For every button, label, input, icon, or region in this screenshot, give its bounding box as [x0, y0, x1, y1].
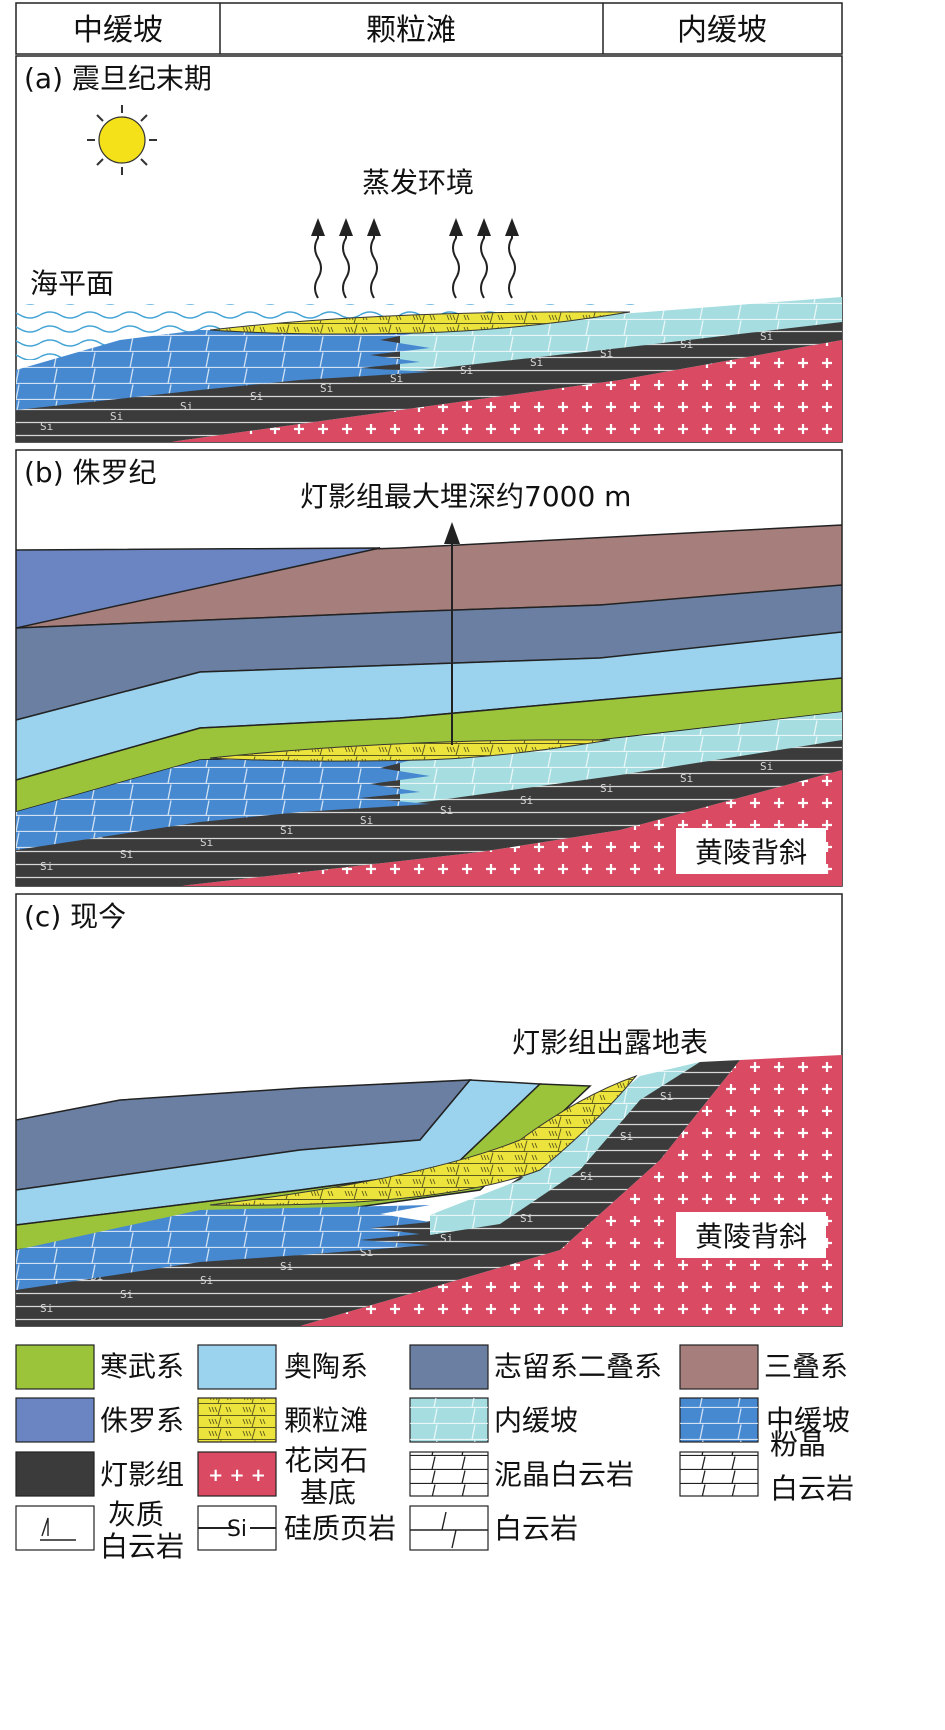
legend-item-siliceous-shale: Si 硅质页岩 [197, 1505, 396, 1551]
svg-text:Si: Si [520, 1212, 533, 1225]
svg-text:白云岩: 白云岩 [770, 1472, 854, 1505]
svg-text:奥陶系: 奥陶系 [284, 1350, 368, 1383]
legend-item-jurassic: 侏罗系 [15, 1397, 184, 1443]
zone-label-middle-ramp: 中缓坡 [73, 13, 163, 48]
panel-b-label: (b) 侏罗纪 [24, 456, 157, 489]
evaporation-arrows [314, 232, 516, 299]
svg-text:寒武系: 寒武系 [100, 1350, 184, 1383]
svg-text:三叠系: 三叠系 [764, 1350, 848, 1383]
svg-text:Si: Si [227, 1517, 247, 1542]
panel-c-label: (c) 现今 [24, 900, 126, 933]
svg-text:Si: Si [600, 782, 613, 795]
svg-text:泥晶白云岩: 泥晶白云岩 [494, 1458, 634, 1491]
svg-text:侏罗系: 侏罗系 [100, 1404, 184, 1437]
svg-text:颗粒滩: 颗粒滩 [284, 1404, 368, 1437]
svg-text:Si: Si [660, 1090, 673, 1103]
legend-item-granite: + + + 花岗石 基底 [197, 1444, 368, 1509]
svg-text:Si: Si [40, 860, 53, 873]
legend-item-silty-dolomite: 粉晶 白云岩 [679, 1428, 854, 1505]
legend-item-ordovician: 奥陶系 [197, 1344, 368, 1390]
svg-text:+ + +: + + + [208, 1465, 266, 1486]
svg-text:Si: Si [110, 410, 123, 423]
sea-level-label: 海平面 [30, 267, 114, 300]
svg-text:Si: Si [250, 390, 263, 403]
burial-arrowhead [444, 522, 460, 544]
anticline-label: 黄陵背斜 [695, 1220, 807, 1253]
svg-text:Si: Si [440, 1232, 453, 1245]
legend-item-micritic-dolomite: 泥晶白云岩 [409, 1451, 634, 1497]
legend: 寒武系 奥陶系 志留系二叠系 三叠系 侏罗系 颗粒滩 内缓坡 [15, 1344, 854, 1563]
svg-text:Si: Si [390, 372, 403, 385]
svg-text:白云岩: 白云岩 [494, 1512, 578, 1545]
svg-text:Si: Si [320, 382, 333, 395]
legend-item-middle-ramp: 中缓坡 [679, 1397, 850, 1443]
anticline-label: 黄陵背斜 [695, 836, 807, 869]
outcrop-label: 灯影组出露地表 [512, 1026, 708, 1059]
svg-text:Si: Si [120, 1288, 133, 1301]
legend-item-silurian-permian: 志留系二叠系 [409, 1344, 662, 1390]
svg-text:Si: Si [200, 836, 213, 849]
svg-text:基底: 基底 [300, 1476, 356, 1509]
svg-text:Si: Si [620, 1130, 633, 1143]
svg-text:粉晶: 粉晶 [770, 1428, 826, 1461]
svg-text:Si: Si [280, 1260, 293, 1273]
zone-header: 中缓坡 颗粒滩 内缓坡 [15, 2, 843, 55]
svg-text:灰质: 灰质 [108, 1498, 164, 1531]
svg-text:Si: Si [520, 794, 533, 807]
svg-text:灯影组: 灯影组 [100, 1458, 184, 1491]
svg-text:Si: Si [680, 772, 693, 785]
anticline-label-box [676, 828, 826, 874]
svg-text:Si: Si [580, 1170, 593, 1183]
svg-text:Si: Si [120, 848, 133, 861]
legend-item-dengying: 灯影组 [15, 1451, 184, 1497]
legend-item-triassic: 三叠系 [679, 1344, 848, 1390]
svg-text:Si: Si [760, 760, 773, 773]
svg-text:中缓坡: 中缓坡 [766, 1404, 850, 1437]
zone-label-grain-shoal: 颗粒滩 [366, 13, 456, 48]
burial-depth-label: 灯影组最大埋深约7000 m [300, 480, 631, 513]
svg-text:Si: Si [200, 1274, 213, 1287]
jurassic-layer [16, 547, 381, 629]
svg-text:花岗石: 花岗石 [284, 1444, 368, 1477]
legend-item-grain-shoal: 颗粒滩 [197, 1397, 368, 1443]
svg-text:Si: Si [530, 356, 543, 369]
panel-a-label: (a) 震旦纪末期 [24, 62, 212, 95]
svg-text:Si: Si [40, 1302, 53, 1315]
legend-item-calc-dolomite: 灰质 白云岩 [15, 1498, 184, 1563]
sun-icon [87, 105, 157, 175]
anticline-label-box [676, 1212, 826, 1258]
svg-text:Si: Si [360, 814, 373, 827]
svg-text:Si: Si [280, 824, 293, 837]
svg-text:内缓坡: 内缓坡 [494, 1404, 578, 1437]
svg-text:Si: Si [180, 400, 193, 413]
legend-item-dolomite: 白云岩 [409, 1505, 578, 1551]
legend-item-inner-ramp: 内缓坡 [409, 1397, 578, 1443]
svg-text:Si: Si [460, 364, 473, 377]
svg-text:硅质页岩: 硅质页岩 [284, 1512, 396, 1545]
svg-text:白云岩: 白云岩 [100, 1530, 184, 1563]
zone-label-inner-ramp: 内缓坡 [677, 13, 767, 48]
svg-text:Si: Si [600, 347, 613, 360]
svg-text:Si: Si [760, 330, 773, 343]
svg-text:Si: Si [40, 420, 53, 433]
evaporation-label: 蒸发环境 [362, 166, 474, 199]
svg-text:志留系二叠系: 志留系二叠系 [494, 1350, 662, 1383]
legend-item-cambrian: 寒武系 [15, 1344, 184, 1390]
svg-text:Si: Si [440, 804, 453, 817]
svg-text:Si: Si [680, 338, 693, 351]
